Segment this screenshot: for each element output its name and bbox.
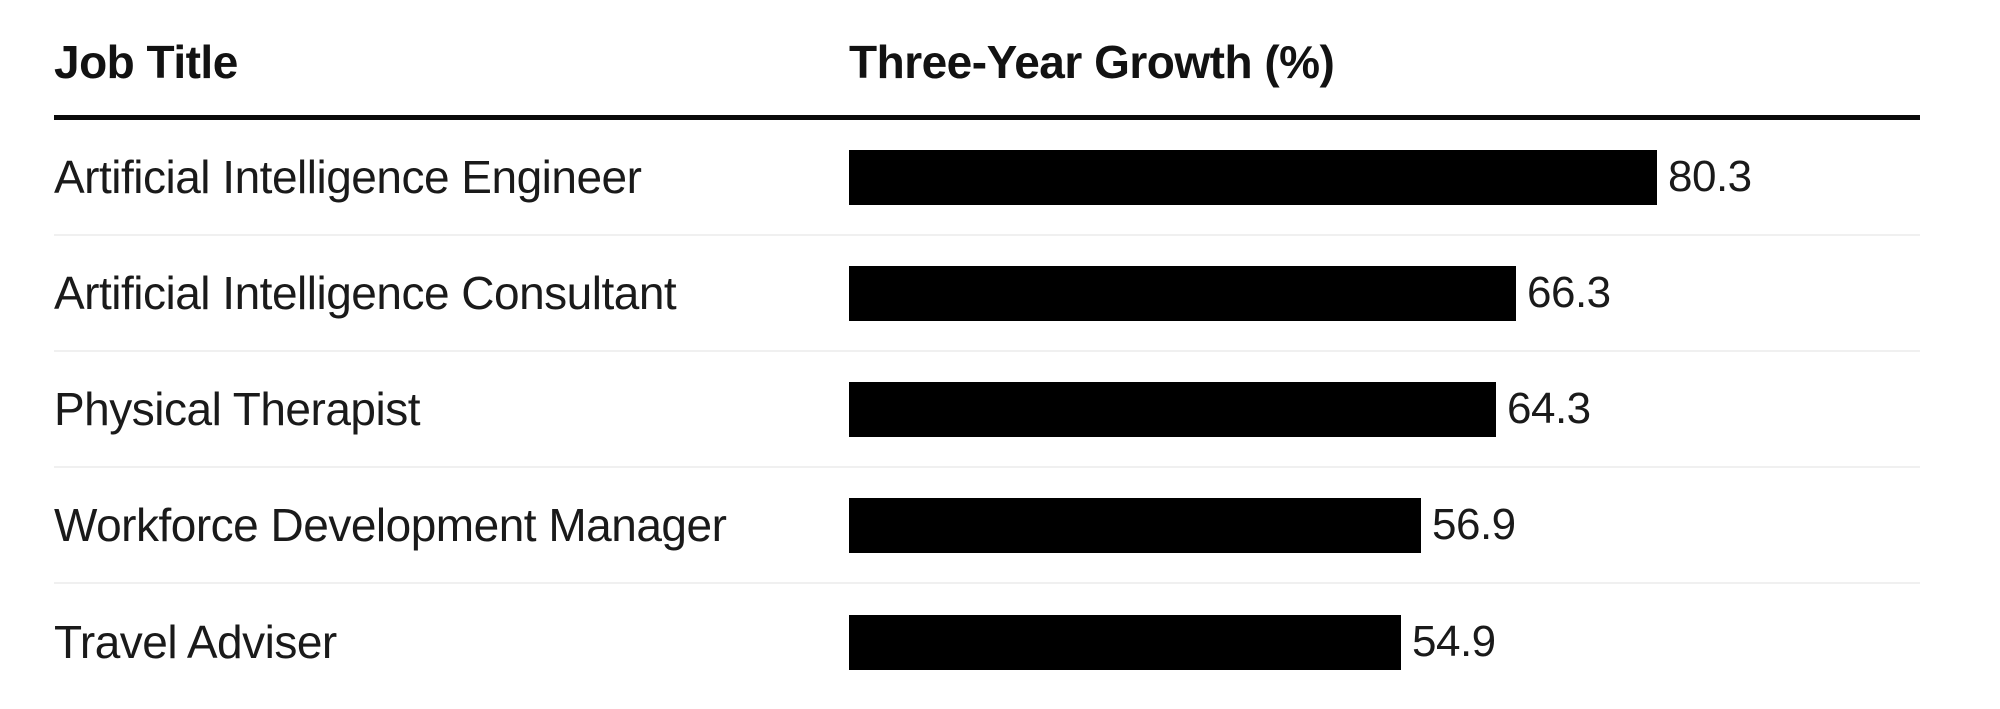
column-header-job-title: Job Title: [54, 36, 238, 88]
growth-bar: [849, 497, 1421, 553]
growth-value-label: 56.9: [1432, 500, 1516, 549]
growth-value-label: 54.9: [1412, 617, 1496, 666]
growth-bar: [849, 149, 1657, 205]
job-title-label: Physical Therapist: [54, 382, 421, 435]
job-title-label: Artificial Intelligence Engineer: [54, 150, 642, 203]
bar-cell: 56.9: [849, 497, 1920, 553]
growth-bar: [849, 265, 1516, 321]
growth-bar: [849, 614, 1401, 670]
table-row: Artificial Intelligence Consultant 66.3: [54, 236, 1920, 352]
job-title-label: Artificial Intelligence Consultant: [54, 266, 677, 319]
table-header-row: Job Title Three-Year Growth (%): [54, 0, 1920, 120]
growth-bar: [849, 381, 1496, 437]
bar-cell: 64.3: [849, 381, 1920, 437]
job-title-label: Travel Adviser: [54, 615, 337, 668]
growth-value-label: 66.3: [1527, 268, 1611, 317]
table-row: Workforce Development Manager 56.9: [54, 468, 1920, 584]
table-row: Travel Adviser 54.9: [54, 584, 1920, 700]
growth-value-label: 80.3: [1668, 152, 1752, 201]
bar-cell: 66.3: [849, 265, 1920, 321]
column-header-growth: Three-Year Growth (%): [849, 36, 1335, 88]
table-row: Physical Therapist 64.3: [54, 352, 1920, 468]
bar-cell: 80.3: [849, 149, 1920, 205]
bar-cell: 54.9: [849, 614, 1920, 670]
table-row: Artificial Intelligence Engineer 80.3: [54, 120, 1920, 236]
job-title-label: Workforce Development Manager: [54, 498, 727, 551]
growth-value-label: 64.3: [1507, 384, 1591, 433]
chart-rows: Artificial Intelligence Engineer 80.3 Ar…: [54, 120, 1920, 700]
